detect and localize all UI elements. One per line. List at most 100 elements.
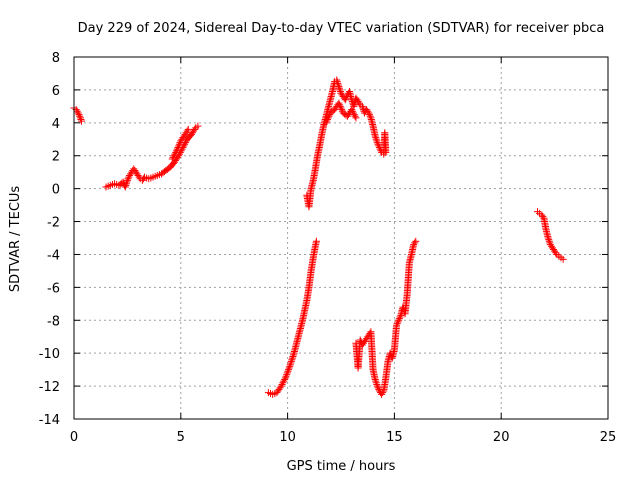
data-point-fill xyxy=(373,380,381,388)
data-point-fill xyxy=(176,139,184,147)
data-point-fill xyxy=(372,377,380,385)
chart-title: Day 229 of 2024, Sidereal Day-to-day VTE… xyxy=(78,21,605,36)
data-point-fill xyxy=(77,116,85,124)
data-point-fill xyxy=(169,153,177,161)
data-point-fill xyxy=(288,354,296,362)
data-point xyxy=(277,382,285,390)
data-point xyxy=(348,106,356,114)
data-point-fill xyxy=(174,144,182,151)
y-tick-label: 6 xyxy=(52,84,60,99)
series-seg-11.8-13.2-lower xyxy=(322,99,360,127)
data-point-fill xyxy=(372,379,380,387)
data-point-fill xyxy=(285,366,293,374)
data-point xyxy=(358,102,366,110)
data-point xyxy=(74,109,82,117)
data-point-fill xyxy=(545,237,553,245)
data-point xyxy=(121,183,129,191)
data-point-fill xyxy=(355,99,363,107)
data-point-fill xyxy=(539,213,547,221)
x-tick-label: 20 xyxy=(493,430,510,445)
data-point-fill xyxy=(325,112,333,120)
series-seg-9-11.5 xyxy=(264,237,320,398)
data-point-fill xyxy=(75,111,83,119)
data-point-fill xyxy=(287,359,295,367)
data-point-fill xyxy=(372,135,380,143)
data-point xyxy=(371,132,379,140)
data-point xyxy=(335,83,343,91)
series-seg-0-1 xyxy=(70,104,85,125)
data-point-fill xyxy=(73,107,81,115)
data-point-fill xyxy=(123,178,131,186)
data-point-fill xyxy=(364,107,372,115)
data-point-fill xyxy=(334,79,342,87)
data-point-fill xyxy=(323,117,331,125)
data-point xyxy=(281,374,289,382)
data-point xyxy=(395,316,403,324)
series-seg-21.7-23 xyxy=(534,208,567,263)
data-point-fill xyxy=(351,112,359,120)
data-point-fill xyxy=(281,376,289,384)
data-point-fill xyxy=(283,371,291,379)
y-axis-label: SDTVAR / TECUs xyxy=(8,186,23,293)
data-point xyxy=(335,99,343,107)
data-point-fill xyxy=(170,152,178,160)
series-seg-1.5-6-upper xyxy=(168,125,192,163)
data-points-layer xyxy=(70,76,567,398)
data-point-fill xyxy=(338,106,346,114)
data-point-fill xyxy=(282,372,290,380)
series-seg-10.8-14.6-upper xyxy=(303,76,390,211)
data-point-fill xyxy=(122,181,130,189)
data-point-fill xyxy=(122,180,130,188)
data-point xyxy=(286,362,294,370)
data-point-fill xyxy=(175,140,183,148)
data-point xyxy=(341,96,349,104)
data-point-fill xyxy=(334,81,342,89)
y-tick-label: 2 xyxy=(52,150,60,165)
data-point xyxy=(123,176,131,184)
data-point-fill xyxy=(286,361,294,369)
data-point-fill xyxy=(173,145,181,153)
data-point xyxy=(393,321,401,329)
data-point-fill xyxy=(366,112,374,120)
y-tick-label: -14 xyxy=(39,413,60,428)
data-point-fill xyxy=(379,389,387,397)
x-tick-label: 15 xyxy=(386,430,403,445)
data-point-fill xyxy=(349,107,357,115)
y-tick-label: -6 xyxy=(47,281,60,296)
data-point-fill xyxy=(324,114,332,122)
data-point-fill xyxy=(172,148,180,156)
data-point-fill xyxy=(411,239,419,247)
x-tick-label: 5 xyxy=(177,430,185,445)
data-point-fill xyxy=(393,320,401,328)
y-tick-label: -4 xyxy=(47,248,60,263)
data-point-fill xyxy=(191,125,199,133)
data-point-fill xyxy=(337,104,345,112)
data-point xyxy=(333,76,341,84)
x-tick-label: 0 xyxy=(70,430,78,445)
data-point xyxy=(373,139,381,147)
data-point-fill xyxy=(76,112,84,120)
data-point xyxy=(412,237,420,245)
data-point xyxy=(544,234,552,242)
data-point-fill xyxy=(365,111,373,119)
data-point xyxy=(373,382,381,390)
ticks-layer: 0 5 10 15 20 25 -14 -12 -10 -8 -6 -4 -2 0 2 4 6 8 xyxy=(39,51,617,445)
data-point xyxy=(77,117,85,125)
data-point-fill xyxy=(285,364,293,372)
x-tick-label: 25 xyxy=(600,430,617,445)
y-tick-label: -10 xyxy=(39,347,60,362)
data-point-fill xyxy=(278,380,286,388)
y-tick-label: -8 xyxy=(47,314,60,329)
data-point xyxy=(194,122,202,130)
data-point-fill xyxy=(545,236,553,244)
data-point-fill xyxy=(323,116,331,124)
data-point-fill xyxy=(289,352,297,360)
data-point-fill xyxy=(336,101,344,109)
data-point-fill xyxy=(396,313,404,321)
data-point-fill xyxy=(395,315,403,323)
x-tick-label: 10 xyxy=(279,430,296,445)
y-tick-label: 4 xyxy=(52,117,60,132)
data-point-fill xyxy=(183,127,191,135)
